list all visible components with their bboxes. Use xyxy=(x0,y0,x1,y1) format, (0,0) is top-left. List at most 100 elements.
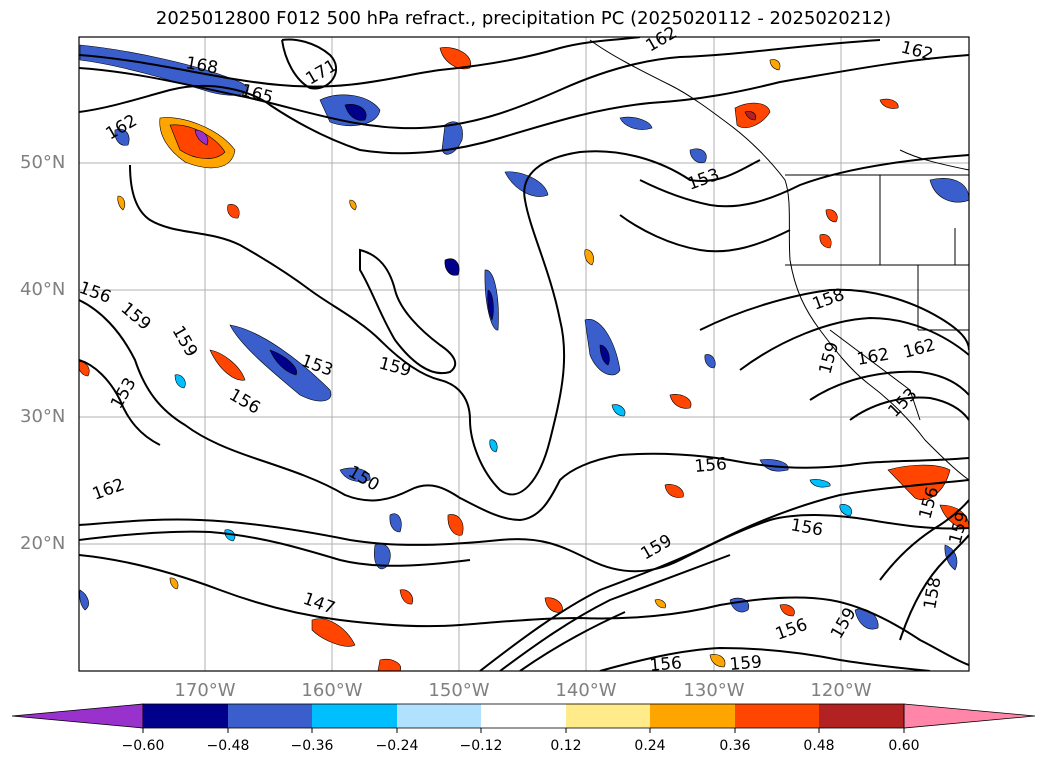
pc-patch xyxy=(169,577,179,590)
colorbar-bin xyxy=(143,704,228,728)
contour-line xyxy=(79,54,969,155)
contour-line xyxy=(499,554,731,671)
pc-patch xyxy=(487,289,494,321)
contour-line xyxy=(899,534,969,641)
pc-patch xyxy=(654,599,667,609)
colorbar-tick-label: −0.48 xyxy=(206,738,250,754)
pc-patch xyxy=(664,484,684,498)
pc-patch xyxy=(809,479,831,488)
pc-patch xyxy=(311,618,356,647)
pc-patch xyxy=(759,459,789,472)
contour-line xyxy=(79,39,881,130)
pc-patch xyxy=(174,374,186,389)
pc-patch xyxy=(194,129,209,146)
pc-patch xyxy=(744,111,757,121)
contour-line xyxy=(129,150,761,496)
contour-line xyxy=(849,396,969,421)
pc-patch xyxy=(117,195,126,211)
contour-line xyxy=(739,316,969,371)
lon-label: 170°W xyxy=(174,680,236,701)
country-border xyxy=(899,149,969,171)
colorbar-bin xyxy=(481,704,566,728)
colorbar-frame xyxy=(142,703,905,729)
contour-label: 159 xyxy=(729,652,763,675)
lat-label: 30°N xyxy=(20,406,66,427)
contour-line xyxy=(479,479,969,671)
contour-line xyxy=(79,299,969,522)
colorbar-bin xyxy=(735,704,819,728)
pc-patch xyxy=(344,104,367,121)
pc-patch xyxy=(939,504,969,529)
lat-label: 40°N xyxy=(20,279,66,300)
lon-label: 140°W xyxy=(555,680,617,701)
pc-patch xyxy=(269,349,297,376)
colorbar-bin xyxy=(650,704,735,728)
pc-patch xyxy=(439,47,472,70)
contour-line xyxy=(281,38,337,90)
pc-patch xyxy=(599,344,610,366)
contour-line xyxy=(879,499,969,581)
pc-patch xyxy=(819,234,832,249)
pc-patch xyxy=(504,171,549,197)
pc-patch xyxy=(839,504,852,517)
pc-patch xyxy=(447,514,464,536)
colorbar-tick-label: −0.60 xyxy=(121,738,165,754)
colorbar-tick-label: −0.12 xyxy=(459,738,503,754)
colorbar-bin xyxy=(397,704,481,728)
colorbar-tick-label: 0.36 xyxy=(719,738,751,754)
pc-patch xyxy=(769,59,781,71)
pc-patch xyxy=(611,404,626,417)
pc-patch xyxy=(377,659,402,671)
contour-line xyxy=(639,154,969,208)
pc-patch xyxy=(209,349,246,381)
pc-patch xyxy=(169,124,226,159)
colorbar-extend-high xyxy=(903,703,1036,729)
contour-line xyxy=(79,554,969,666)
colorbar-bin xyxy=(819,704,904,728)
pc-patch xyxy=(444,258,460,276)
gridlines xyxy=(79,37,969,671)
pc-patch xyxy=(584,249,594,266)
colorbar-tick-label: 0.12 xyxy=(550,738,582,754)
map-title: 2025012800 F012 500 hPa refract., precip… xyxy=(155,8,892,29)
contour-line xyxy=(359,248,457,375)
pc-patch xyxy=(441,121,463,155)
colorbar-bin xyxy=(566,704,650,728)
pc-patch xyxy=(227,204,240,219)
lon-label: 160°W xyxy=(301,680,363,701)
lat-label: 50°N xyxy=(20,152,66,173)
contour-label: 156 xyxy=(694,454,728,477)
colorbar-tick-label: 0.48 xyxy=(803,738,835,754)
contour-line xyxy=(599,646,931,671)
pc-patch xyxy=(944,544,958,571)
refractivity-contours xyxy=(79,37,969,671)
pc-patch xyxy=(339,467,371,482)
lon-label: 150°W xyxy=(428,680,490,701)
lon-label: 130°W xyxy=(683,680,745,701)
pc-patch xyxy=(825,209,838,223)
contour-line xyxy=(619,214,791,253)
lon-label: 120°W xyxy=(810,680,872,701)
pc-patch xyxy=(689,148,707,163)
pc-patch xyxy=(704,354,716,369)
pc-patch xyxy=(389,513,402,533)
contour-line xyxy=(519,611,626,671)
colorbar-tick-label: −0.24 xyxy=(375,738,419,754)
pc-patch xyxy=(669,394,692,409)
pc-patch xyxy=(489,439,498,453)
pc-patch xyxy=(879,98,899,109)
coastlines xyxy=(589,39,969,481)
contour-label: 156 xyxy=(649,653,683,676)
pc-patch xyxy=(399,589,413,605)
pc-patch xyxy=(929,178,969,203)
coastline-north-america xyxy=(589,39,969,481)
colorbar xyxy=(11,703,1036,733)
positive-pc-patches xyxy=(79,47,969,671)
colorbar-tick-label: 0.60 xyxy=(888,738,920,754)
state-border xyxy=(829,329,921,421)
pc-patch xyxy=(779,604,795,617)
plot-frame xyxy=(78,36,970,672)
colorbar-extend-low xyxy=(11,703,144,729)
lat-label: 20°N xyxy=(20,533,66,554)
